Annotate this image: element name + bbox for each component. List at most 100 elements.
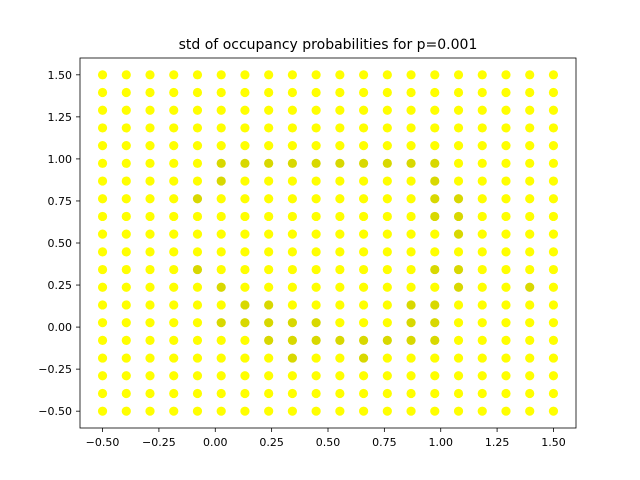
y-tick-label: −0.50 [38, 405, 72, 418]
scatter-point [453, 123, 464, 133]
scatter-point [240, 388, 250, 399]
scatter-point [169, 229, 179, 239]
scatter-point [382, 158, 392, 168]
scatter-point [192, 70, 203, 80]
scatter-point [382, 371, 392, 381]
scatter-point [287, 353, 297, 363]
scatter-point [121, 176, 131, 186]
scatter-point [453, 300, 464, 310]
scatter-point [216, 300, 226, 310]
scatter-point [430, 388, 440, 399]
scatter-point [145, 318, 155, 328]
scatter-point [264, 123, 274, 133]
scatter-point [169, 300, 179, 310]
scatter-point [311, 105, 321, 115]
scatter-point [406, 318, 416, 328]
scatter-point [287, 282, 297, 292]
scatter-point [359, 123, 369, 133]
scatter-point [430, 141, 440, 151]
scatter-point [477, 300, 487, 310]
scatter-point [311, 158, 321, 168]
scatter-point [240, 264, 250, 275]
y-tick-label: 0.50 [48, 237, 73, 250]
scatter-point [311, 282, 321, 292]
scatter-point [335, 282, 345, 292]
scatter-point [382, 141, 392, 151]
scatter-point [359, 282, 369, 292]
y-tick-label: 1.25 [48, 111, 73, 124]
scatter-point [121, 70, 131, 80]
scatter-point [240, 229, 250, 239]
scatter-point [501, 264, 511, 275]
scatter-point [406, 388, 416, 399]
scatter-point [121, 105, 131, 115]
scatter-point [121, 141, 131, 151]
scatter-point [359, 141, 369, 151]
scatter-point [311, 211, 321, 222]
scatter-point [264, 282, 274, 292]
scatter-point [382, 300, 392, 310]
scatter-point [169, 87, 179, 98]
scatter-point [548, 371, 559, 381]
x-axis-ticks: −0.50 −0.25 0.00 0.25 0.50 0.75 1.00 1.25 1.50 [86, 428, 566, 449]
scatter-point [121, 406, 131, 416]
points-layer [97, 70, 559, 416]
scatter-point [169, 353, 179, 363]
scatter-point [382, 176, 392, 186]
scatter-point [501, 176, 511, 186]
scatter-point [406, 300, 416, 310]
scatter-point [97, 211, 108, 222]
scatter-point [97, 282, 108, 292]
scatter-point [406, 371, 416, 381]
scatter-point [311, 141, 321, 151]
scatter-point [169, 388, 179, 399]
scatter-point [264, 353, 274, 363]
scatter-point [382, 282, 392, 292]
scatter-point [216, 318, 226, 328]
scatter-point [453, 176, 464, 186]
scatter-point [335, 87, 345, 98]
scatter-point [264, 211, 274, 222]
scatter-point [359, 300, 369, 310]
scatter-point [311, 335, 321, 345]
scatter-point [121, 211, 131, 222]
scatter-point [121, 264, 131, 275]
scatter-point [382, 87, 392, 98]
scatter-point [264, 406, 274, 416]
scatter-point [430, 123, 440, 133]
scatter-point [406, 406, 416, 416]
scatter-point [430, 87, 440, 98]
scatter-point [97, 300, 108, 310]
scatter-point [264, 335, 274, 345]
scatter-point [169, 211, 179, 222]
scatter-point [216, 70, 226, 80]
scatter-point [382, 264, 392, 275]
x-tick-label: −0.25 [142, 436, 176, 449]
scatter-point [240, 211, 250, 222]
scatter-point [145, 335, 155, 345]
scatter-point [477, 406, 487, 416]
scatter-point [477, 176, 487, 186]
scatter-point [548, 141, 559, 151]
scatter-point [477, 282, 487, 292]
scatter-point [548, 123, 559, 133]
x-tick-label: 0.50 [316, 436, 341, 449]
scatter-point [145, 194, 155, 204]
x-tick-label: 0.75 [372, 436, 397, 449]
scatter-point [477, 264, 487, 275]
scatter-point [382, 70, 392, 80]
scatter-point [97, 194, 108, 204]
scatter-point [169, 123, 179, 133]
scatter-point [453, 388, 464, 399]
scatter-point [525, 353, 535, 363]
scatter-point [145, 371, 155, 381]
scatter-point [406, 282, 416, 292]
plot-area-frame [79, 57, 577, 429]
scatter-point [335, 388, 345, 399]
scatter-point [311, 406, 321, 416]
scatter-point [453, 264, 464, 275]
scatter-point [548, 158, 559, 168]
x-tick-label: 1.00 [428, 436, 453, 449]
scatter-point [525, 87, 535, 98]
